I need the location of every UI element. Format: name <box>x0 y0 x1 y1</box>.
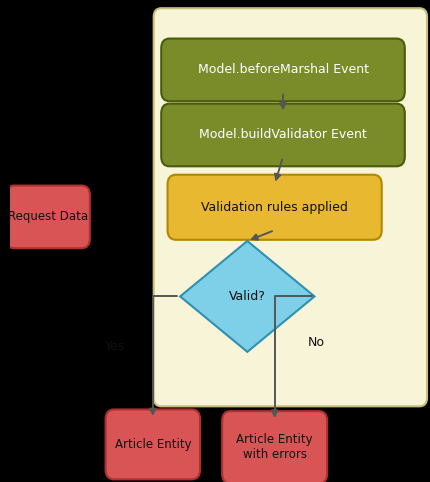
Text: Model.beforeMarshal Event: Model.beforeMarshal Event <box>197 64 369 76</box>
FancyBboxPatch shape <box>161 39 405 101</box>
Text: Model.buildValidator Event: Model.buildValidator Event <box>199 129 367 141</box>
FancyBboxPatch shape <box>106 410 200 479</box>
Polygon shape <box>180 241 314 352</box>
Text: Request Data: Request Data <box>8 211 88 223</box>
Text: No: No <box>308 336 325 348</box>
FancyBboxPatch shape <box>161 104 405 166</box>
FancyBboxPatch shape <box>6 186 90 248</box>
FancyBboxPatch shape <box>168 175 382 240</box>
Text: Valid?: Valid? <box>229 290 266 303</box>
Text: Yes: Yes <box>105 340 125 352</box>
Text: Article Entity: Article Entity <box>114 438 191 451</box>
Text: Article Entity
with errors: Article Entity with errors <box>237 433 313 461</box>
Text: Validation rules applied: Validation rules applied <box>201 201 348 214</box>
FancyBboxPatch shape <box>222 411 327 482</box>
FancyBboxPatch shape <box>154 8 427 406</box>
